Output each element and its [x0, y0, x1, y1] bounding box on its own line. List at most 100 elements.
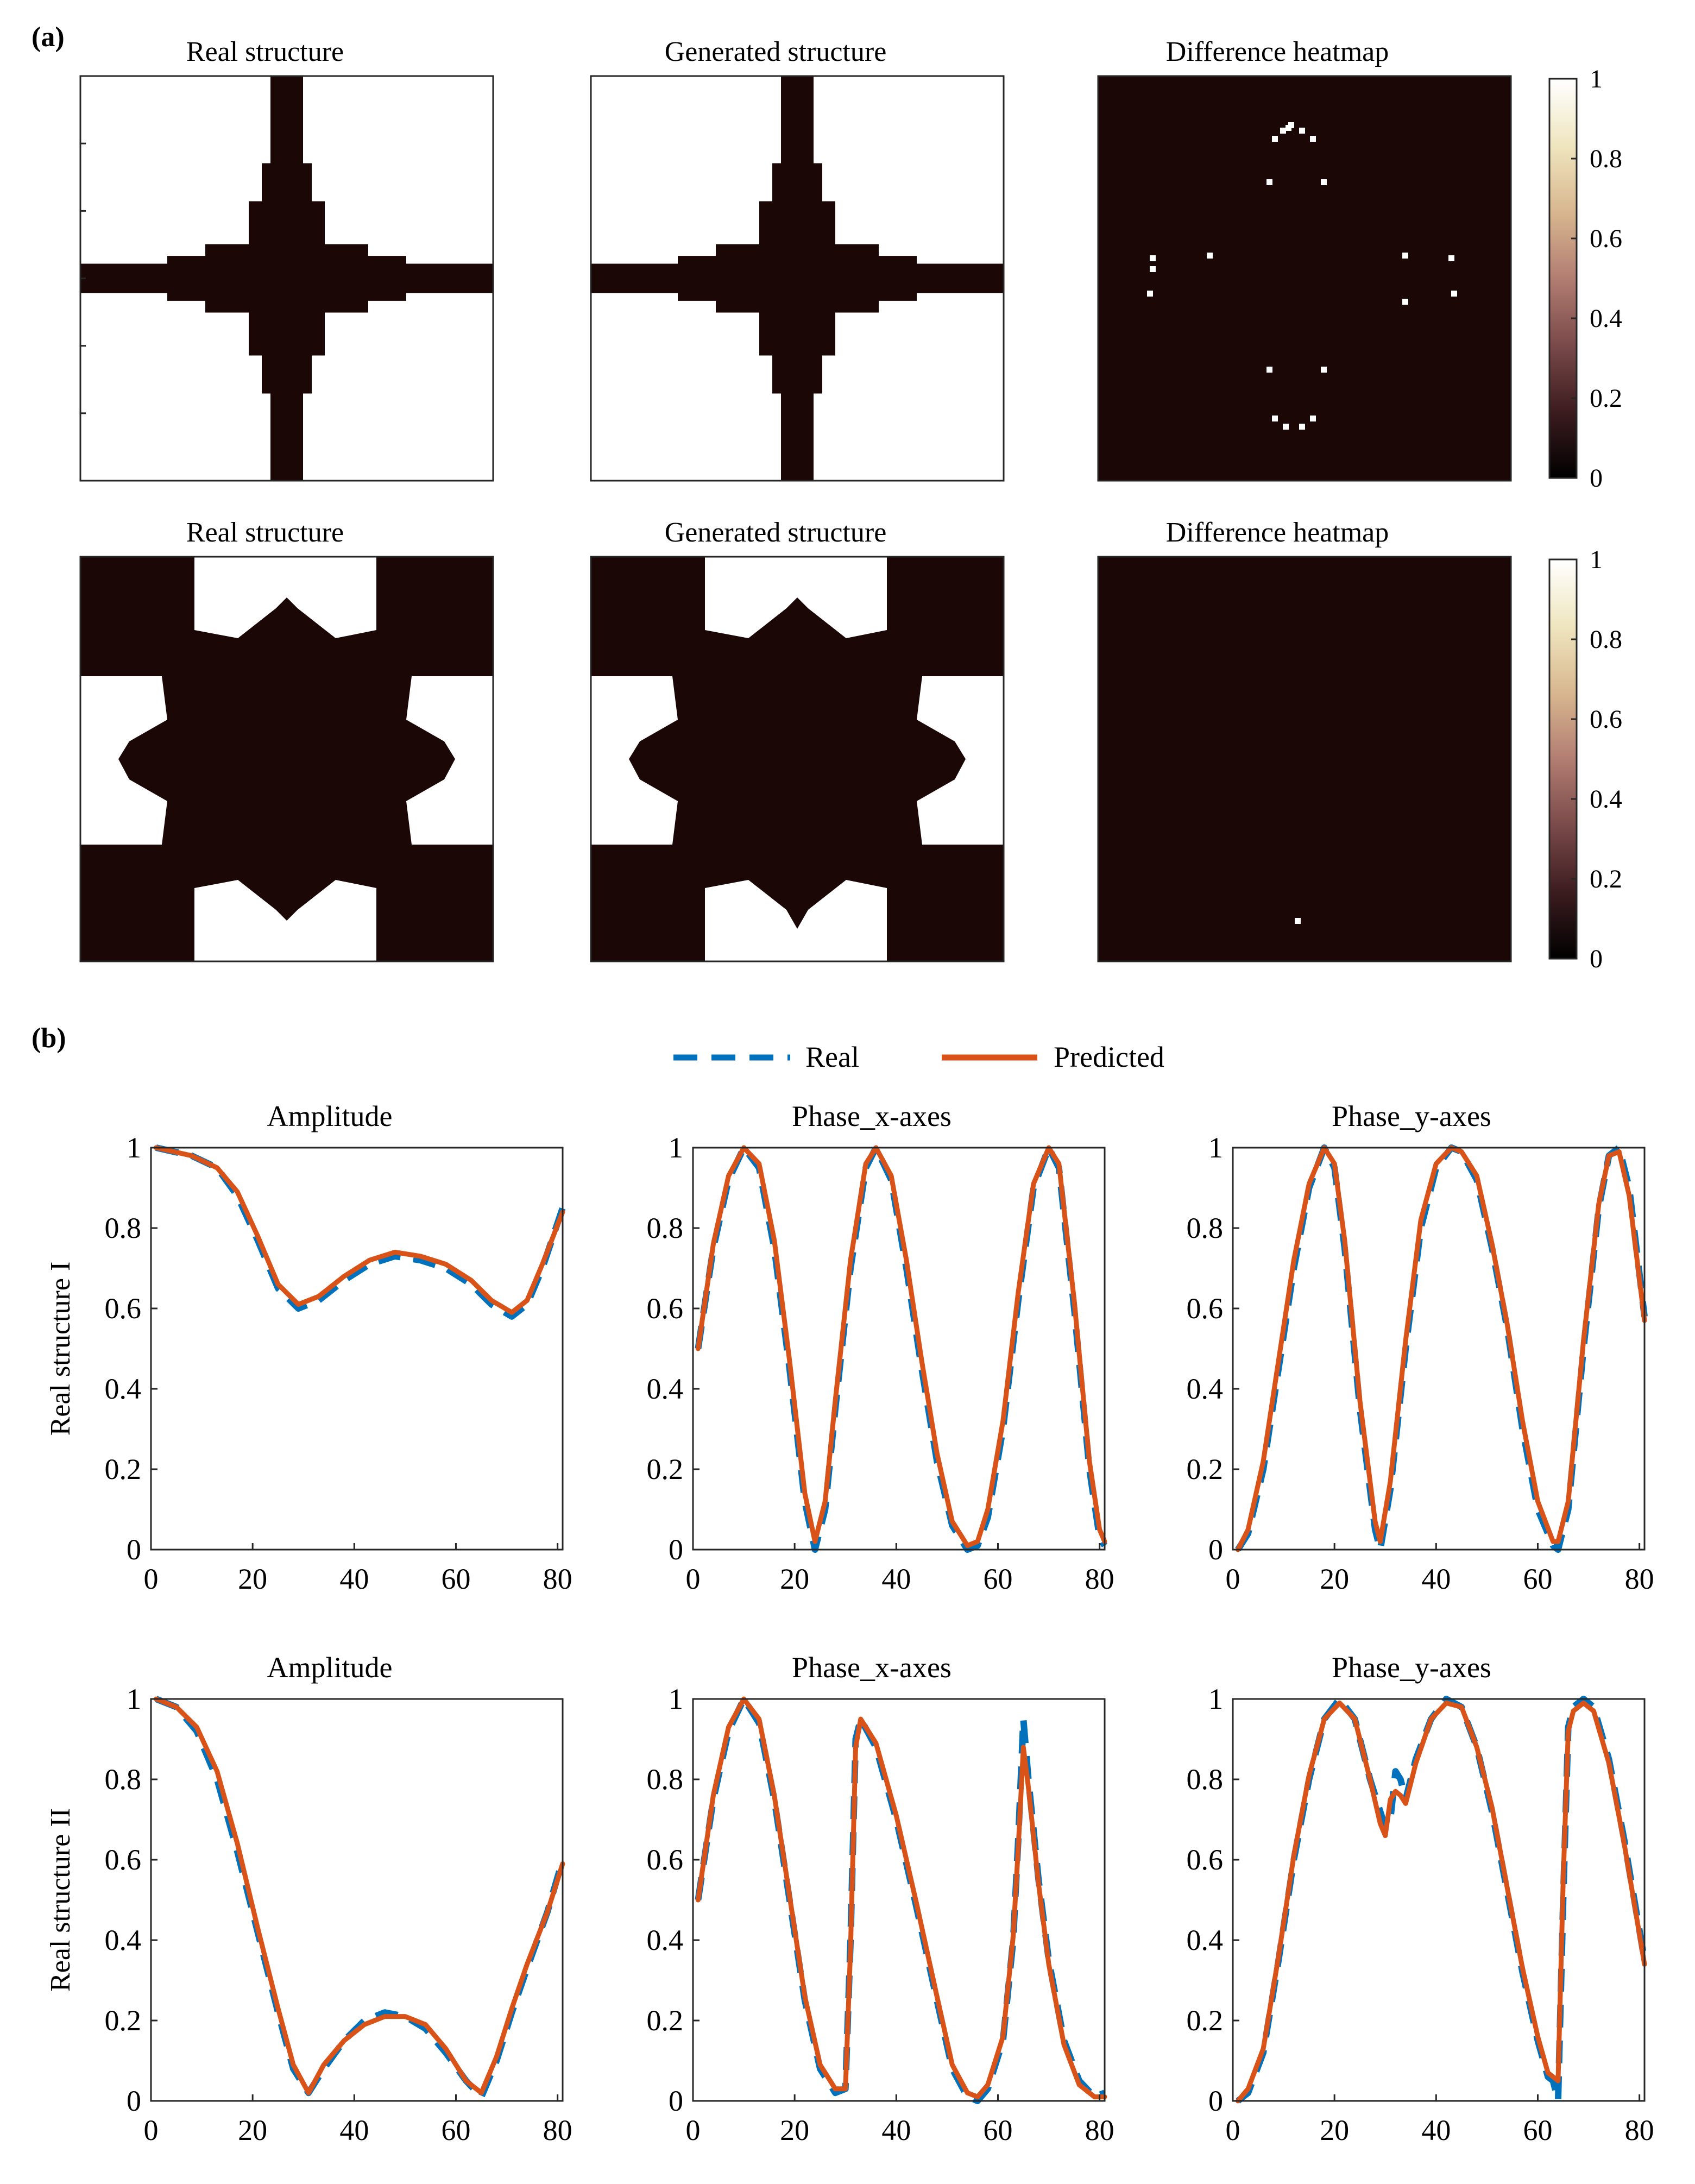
chart-title: Phase_x-axes	[792, 1100, 952, 1132]
y-tick-label: 0.4	[647, 1373, 684, 1405]
colorbar-tick-label: 0.6	[1590, 705, 1622, 734]
axes-frame	[150, 1698, 564, 2102]
difference-pixel	[1448, 255, 1454, 261]
y-tick-label: 0.8	[1187, 1763, 1224, 1796]
x-tick-label: 0	[686, 1563, 701, 1595]
structure-block	[254, 224, 282, 332]
difference-pixel	[1266, 179, 1272, 185]
x-tick-label: 20	[238, 2114, 267, 2147]
y-tick-label: 1	[669, 1683, 683, 1715]
axes-frame	[1232, 1698, 1646, 2102]
x-tick-label: 80	[543, 2114, 572, 2147]
y-tick-label: 0.4	[1187, 1373, 1224, 1405]
y-tick-label: 0	[127, 1533, 141, 1566]
image-frame	[590, 556, 1005, 962]
colorbar: 0 0.2 0.4 0.6 0.8 1	[1548, 545, 1622, 973]
series-line-predicted	[695, 1696, 1107, 2100]
plot-area	[151, 1148, 563, 1550]
white-pocket	[705, 880, 887, 961]
image-title: Difference heatmap	[1166, 517, 1389, 548]
structure-block	[262, 163, 312, 202]
y-tick-label: 0.2	[1187, 1453, 1224, 1486]
x-tick-label: 40	[1421, 2114, 1451, 2147]
structure-comparison-grid: Real structure Generated structure Differe…	[79, 36, 1622, 973]
image-panel: Real structure	[79, 36, 494, 482]
image-title: Real structure	[186, 517, 344, 548]
structure-block	[830, 244, 879, 313]
image-panel: Generated structure	[590, 517, 1005, 962]
y-tick-label: 0.2	[1187, 2004, 1224, 2037]
structure-block	[678, 256, 716, 301]
x-tick-label: 0	[144, 2114, 159, 2147]
difference-pixel	[1150, 255, 1156, 261]
x-tick-label: 80	[1085, 2114, 1114, 2147]
x-tick-label: 20	[1320, 1563, 1349, 1595]
image-title: Difference heatmap	[1166, 36, 1389, 67]
x-tick-label: 0	[1226, 2114, 1240, 2147]
series-line-predicted	[1235, 1700, 1647, 2104]
image-panel: Real structure	[79, 517, 494, 962]
y-tick-label: 0	[669, 1533, 683, 1566]
difference-pixel	[1207, 253, 1213, 259]
plot-area	[151, 1699, 563, 2101]
y-tick-label: 0.8	[105, 1212, 142, 1244]
y-tick-label: 1	[1208, 1683, 1223, 1715]
image-title: Generated structure	[665, 517, 887, 548]
x-tick-label: 60	[983, 1563, 1012, 1595]
colorbar-tick-label: 0.4	[1590, 304, 1622, 333]
difference-pixel	[1286, 125, 1291, 131]
difference-pixel	[1299, 424, 1305, 430]
panel-label-a: (a)	[31, 22, 65, 53]
y-tick-label: 0.6	[647, 1843, 684, 1876]
y-tick-label: 0.4	[647, 1924, 684, 1956]
line-chart: 0 20 40 60 80 0 0.2 0.4 0.6 0.8 1 Amplitude Real str…	[45, 1100, 572, 1595]
x-tick-label: 20	[1320, 2114, 1349, 2147]
colorbar-tick-label: 0	[1590, 945, 1603, 973]
structure-block	[781, 393, 814, 481]
difference-pixel	[1280, 128, 1286, 134]
y-tick-label: 0	[127, 2085, 141, 2117]
y-tick-label: 0.4	[1187, 1924, 1224, 1956]
difference-pixel	[1147, 291, 1153, 297]
x-tick-label: 0	[686, 2114, 701, 2147]
y-tick-label: 0.2	[105, 2004, 142, 2037]
x-tick-label: 40	[339, 1563, 369, 1595]
structure-block	[591, 263, 678, 293]
y-tick-label: 0.2	[105, 1453, 142, 1486]
y-tick-label: 0.6	[1187, 1843, 1224, 1876]
chart-title: Amplitude	[267, 1100, 393, 1132]
series-line-predicted	[153, 1696, 565, 2095]
image-background	[591, 557, 1004, 961]
y-tick-label: 0	[1208, 2085, 1223, 2117]
heatmap-background	[1098, 557, 1511, 961]
series-line-real	[155, 1144, 566, 1320]
series-line-predicted	[1235, 1145, 1647, 1552]
x-tick-label: 60	[983, 2114, 1012, 2147]
colorbar-tick-label: 0.4	[1590, 785, 1622, 814]
structure-block	[167, 256, 205, 301]
x-tick-label: 20	[238, 1563, 267, 1595]
y-tick-label: 0	[1208, 1533, 1223, 1566]
colorbar-gradient	[1548, 78, 1578, 479]
chart-title: Phase_x-axes	[792, 1651, 952, 1684]
line-chart: 0 20 40 60 80 0 0.2 0.4 0.6 0.8 1 Phase_y-axes	[1187, 1100, 1654, 1595]
structure-block	[291, 224, 319, 332]
structure-block	[262, 355, 312, 394]
axes-frame	[692, 1147, 1106, 1551]
image-panel: Difference heatmap	[1097, 517, 1512, 962]
difference-pixel	[1299, 128, 1305, 134]
structure-block	[772, 163, 822, 202]
white-pocket	[80, 676, 167, 845]
y-tick-label: 0.8	[647, 1763, 684, 1796]
image-title: Real structure	[186, 36, 344, 67]
chart-title: Phase_y-axes	[1332, 1100, 1491, 1132]
white-pocket	[406, 676, 493, 845]
y-tick-label: 0.6	[105, 1843, 142, 1876]
x-tick-label: 40	[1421, 1563, 1451, 1595]
structure-block	[368, 256, 406, 301]
x-tick-label: 20	[780, 1563, 809, 1595]
difference-pixel	[1321, 367, 1327, 373]
image-background	[80, 557, 493, 961]
legend: Real Predicted	[673, 1041, 1164, 1073]
image-frame	[1097, 556, 1512, 962]
